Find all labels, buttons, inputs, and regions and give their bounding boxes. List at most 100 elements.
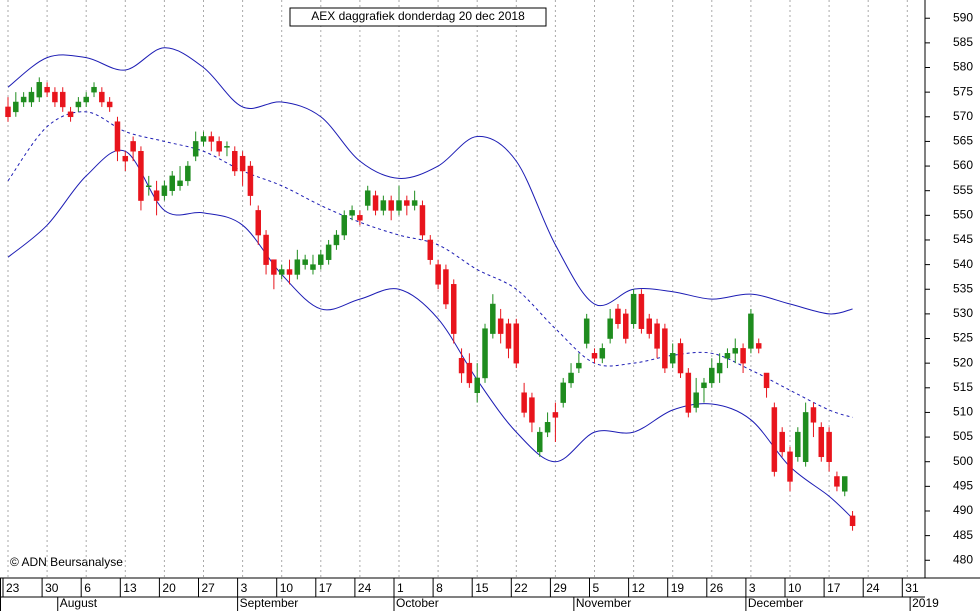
candle-body — [458, 357, 465, 374]
candle-body — [349, 210, 355, 216]
candle-body — [505, 323, 512, 349]
candle-body — [357, 215, 363, 221]
candle-body — [654, 323, 660, 349]
y-tick-label: 530 — [953, 306, 973, 320]
candle-body — [709, 367, 715, 384]
candle-body — [787, 451, 793, 482]
y-tick-label: 500 — [953, 454, 973, 468]
candle-body — [91, 86, 97, 93]
candle-body — [28, 91, 35, 103]
candle-body — [5, 106, 11, 118]
candle-body — [795, 431, 801, 458]
candle-body — [482, 328, 488, 379]
candle-body — [169, 175, 175, 191]
candle-body — [669, 353, 676, 364]
candle-body — [677, 343, 684, 374]
candle-body — [114, 121, 121, 152]
candle-body — [568, 372, 574, 384]
candle-body — [818, 426, 825, 458]
candle-body — [716, 362, 723, 374]
x-tick-label: 3 — [241, 581, 248, 595]
month-label: 2019 — [912, 596, 939, 610]
x-tick-label: 30 — [45, 581, 59, 595]
x-tick-label: 13 — [123, 581, 137, 595]
candle-body — [106, 101, 113, 108]
candle-body — [44, 86, 50, 93]
x-tick-label: 5 — [593, 581, 600, 595]
band-upper — [7, 47, 853, 315]
x-tick-label: 17 — [827, 581, 841, 595]
candle-body — [693, 392, 699, 408]
x-tick-label: 3 — [749, 581, 756, 595]
candle-body — [153, 190, 160, 201]
candle-body — [513, 323, 520, 364]
y-tick-label: 555 — [953, 183, 973, 197]
candle-body — [537, 431, 543, 453]
x-tick-label: 24 — [358, 581, 372, 595]
y-tick-label: 545 — [953, 232, 973, 246]
candle-body — [372, 195, 379, 211]
candle-body — [802, 412, 809, 462]
candle-body — [630, 293, 637, 324]
candle-body — [497, 318, 504, 334]
band-middle — [7, 111, 853, 418]
y-tick-label: 520 — [953, 355, 973, 369]
candle-body — [13, 101, 19, 113]
y-tick-label: 490 — [953, 503, 973, 517]
x-tick-label: 8 — [436, 581, 443, 595]
x-tick-label: 22 — [514, 581, 528, 595]
candle-body — [826, 431, 832, 462]
candle-body — [748, 313, 754, 349]
candle-body — [740, 348, 746, 364]
candle-body — [411, 200, 418, 206]
y-tick-label: 575 — [953, 84, 973, 98]
candle-body — [177, 180, 183, 187]
candle-body — [99, 91, 105, 103]
chart-title: AEX daggrafiek donderdag 20 dec 2018 — [311, 9, 525, 23]
candle-body — [810, 407, 817, 423]
candle-body — [724, 353, 731, 359]
x-tick-label: 15 — [475, 581, 489, 595]
x-tick-label: 19 — [671, 581, 685, 595]
candle-body — [771, 407, 778, 472]
candle-body — [278, 269, 285, 275]
candle-body — [662, 328, 668, 369]
x-tick-label: 10 — [280, 581, 294, 595]
month-label: August — [60, 596, 98, 610]
candle-body — [208, 136, 215, 142]
candle-body — [130, 141, 136, 152]
candle-body — [583, 318, 590, 344]
candle-body — [310, 264, 316, 270]
y-tick-label: 590 — [953, 10, 973, 24]
y-tick-label: 570 — [953, 109, 973, 123]
month-label: October — [396, 596, 439, 610]
candle-body — [263, 234, 269, 265]
candle-body — [341, 215, 348, 236]
x-tick-label: 17 — [319, 581, 333, 595]
x-tick-label: 26 — [710, 581, 724, 595]
candle-body — [560, 382, 566, 403]
candle-body — [286, 269, 293, 275]
y-tick-label: 515 — [953, 380, 973, 394]
candle-body — [200, 136, 207, 142]
candle-body — [779, 431, 785, 453]
candle-body — [404, 200, 410, 206]
y-tick-label: 535 — [953, 281, 973, 295]
candle-body — [396, 200, 402, 211]
candle-body — [623, 313, 629, 339]
x-tick-label: 20 — [162, 581, 176, 595]
x-tick-label: 31 — [905, 581, 919, 595]
y-tick-label: 540 — [953, 257, 973, 271]
candle-body — [271, 259, 277, 275]
candle-body — [474, 377, 480, 393]
candle-body — [122, 155, 129, 162]
candle-body — [552, 412, 559, 418]
candle-body — [646, 318, 652, 334]
candle-body — [232, 151, 238, 172]
candle-body — [138, 151, 144, 201]
x-tick-label: 10 — [788, 581, 802, 595]
candle-body — [529, 397, 535, 423]
candle-body — [466, 362, 473, 384]
